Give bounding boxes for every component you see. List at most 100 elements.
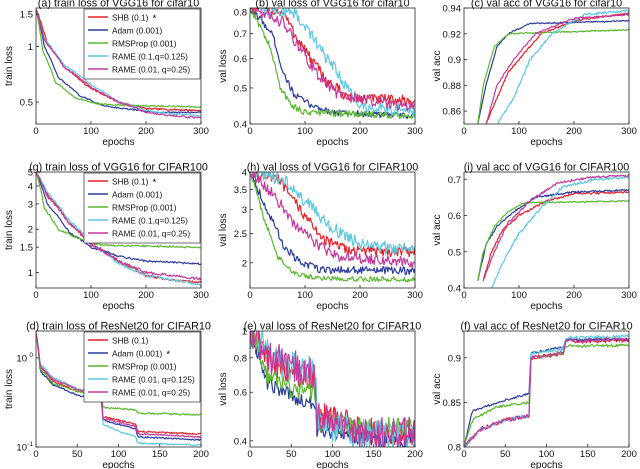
legend-box bbox=[83, 172, 201, 244]
x-tick-label: 0 bbox=[33, 449, 38, 460]
y-tick-label: 5 bbox=[28, 168, 33, 179]
y-tick-label: 0.94 bbox=[443, 4, 462, 15]
x-tick-label: 0 bbox=[461, 290, 466, 301]
x-tick-label: 300 bbox=[407, 290, 423, 301]
y-tick-label: 1 bbox=[28, 268, 33, 279]
y-tick-label: 0.8 bbox=[234, 7, 247, 18]
legend-entry-label: RAME (0.01, q=0.125) bbox=[112, 374, 195, 384]
series-group bbox=[464, 333, 629, 447]
x-tick-label: 0 bbox=[247, 126, 252, 137]
x-tick-label: 200 bbox=[407, 449, 423, 460]
y-tick-label: 0.88 bbox=[443, 81, 462, 92]
series-line-rame_b bbox=[250, 172, 415, 268]
x-tick-label: 0 bbox=[461, 126, 466, 137]
series-line-rmsprop bbox=[250, 331, 415, 436]
series-line-rame_b bbox=[482, 174, 629, 282]
y-tick-label: 0.4 bbox=[234, 120, 247, 131]
subplot-h: 0 100 200 300 2 2.5 3 3.5 4 (h) val loss of VGG16… bbox=[218, 162, 423, 313]
subplot-title: (h) val loss of VGG16 for CIFAR100 bbox=[247, 162, 419, 174]
y-tick-label: 0.85 bbox=[443, 398, 462, 409]
y-axis-label: val acc bbox=[432, 373, 443, 404]
y-tick-label: 1 bbox=[28, 42, 33, 53]
legend-star-marker: * bbox=[152, 178, 156, 189]
subplot-title: (g) train loss of VGG16 for CIFAR100 bbox=[29, 162, 208, 174]
series-line-rame_b bbox=[36, 9, 201, 119]
x-tick-label: 200 bbox=[352, 126, 368, 137]
subplot-g: 0 100 200 300 1 1.5 2 3 4 5(g) train loss of VGG1… bbox=[4, 162, 209, 313]
x-tick-label: 100 bbox=[539, 449, 555, 460]
series-group bbox=[36, 9, 201, 119]
y-tick-label: 1.5 bbox=[20, 10, 33, 21]
legend-entry-label: SHB (0.1) bbox=[112, 12, 149, 22]
legend-entry-label: RAME (0.1,q=0.125) bbox=[112, 215, 188, 225]
y-axis-label: val loss bbox=[218, 372, 229, 405]
x-tick-label: 200 bbox=[193, 449, 209, 460]
series-line-adam bbox=[36, 332, 201, 442]
series-line-adam bbox=[250, 172, 415, 276]
series-line-rame_b bbox=[250, 331, 415, 447]
series-line-rmsprop bbox=[477, 200, 629, 281]
series-line-shb bbox=[482, 190, 629, 282]
series-line-rame_b bbox=[36, 332, 201, 439]
legend-entry-label: RAME (0.01, q=0.25) bbox=[112, 64, 190, 74]
x-axis-label: epochs bbox=[530, 301, 562, 312]
legend-entry-label: SHB (0.1) bbox=[112, 335, 149, 345]
series-line-rame_a bbox=[464, 333, 629, 447]
series-line-rame_a bbox=[250, 8, 415, 118]
y-tick-exponent: -1 bbox=[27, 441, 33, 448]
y-axis-label: val loss bbox=[218, 213, 229, 246]
x-tick-label: 300 bbox=[621, 290, 637, 301]
series-line-rame_b bbox=[250, 8, 415, 112]
x-axis-label: epochs bbox=[530, 460, 562, 469]
series-line-shb bbox=[36, 332, 201, 436]
x-tick-label: 100 bbox=[325, 449, 341, 460]
y-tick-label: 3.5 bbox=[234, 185, 247, 196]
subplot-title: (i) val acc of VGG16 for CIFAR100 bbox=[464, 162, 630, 174]
y-axis-label: train loss bbox=[4, 369, 15, 409]
y-tick-label: 0.92 bbox=[443, 29, 462, 40]
y-tick-label: 0.9 bbox=[448, 353, 461, 364]
legend: SHB (0.1) Adam (0.001) *RMSProp (0.001) RAM… bbox=[83, 331, 201, 403]
x-tick-label: 300 bbox=[621, 126, 637, 137]
x-tick-label: 100 bbox=[297, 126, 313, 137]
x-tick-label: 150 bbox=[366, 449, 382, 460]
subplot-title: (b) val loss of VGG16 for cifar10 bbox=[255, 0, 409, 10]
axes-box bbox=[463, 171, 630, 289]
legend-entry-label: RMSProp (0.001) bbox=[112, 361, 177, 371]
y-tick-label: 3 bbox=[242, 205, 247, 216]
legend-entry-label: Adam (0.001) bbox=[112, 348, 163, 358]
y-tick-label: 0.5 bbox=[234, 83, 247, 94]
y-tick-label: 10 bbox=[16, 353, 27, 364]
x-tick-label: 150 bbox=[580, 449, 596, 460]
series-line-adam bbox=[464, 337, 629, 447]
subplot-title: (e) val loss of ResNet20 for CIFAR10 bbox=[244, 321, 422, 333]
series-line-rame_a bbox=[490, 175, 629, 288]
series-line-rmsprop bbox=[477, 28, 629, 124]
x-tick-label: 100 bbox=[511, 126, 527, 137]
y-axis-label: val loss bbox=[218, 49, 229, 82]
y-axis-label: val acc bbox=[432, 214, 443, 245]
y-tick-label: 1.5 bbox=[20, 243, 33, 254]
legend-star-marker: * bbox=[152, 14, 156, 25]
series-line-rame_b bbox=[36, 172, 201, 281]
y-tick-label: 0.86 bbox=[443, 107, 462, 118]
axes-box bbox=[463, 7, 630, 125]
x-tick-label: 100 bbox=[83, 290, 99, 301]
axes-box bbox=[249, 7, 416, 125]
subplot-a: 0 100 200 300 0.5 1 1.5 (a) train loss of VGG16… bbox=[4, 0, 209, 148]
x-tick-label: 50 bbox=[72, 449, 83, 460]
legend-entry-label: RAME (0.01, q=0.25) bbox=[112, 387, 190, 397]
legend-box bbox=[83, 8, 201, 80]
y-tick-label: 0.8 bbox=[448, 443, 461, 454]
axes-box bbox=[463, 330, 630, 448]
x-axis-label: epochs bbox=[316, 460, 348, 469]
x-tick-label: 300 bbox=[193, 126, 209, 137]
x-tick-label: 100 bbox=[297, 290, 313, 301]
y-tick-label: 10 bbox=[16, 443, 27, 454]
series-line-rame_a bbox=[496, 9, 629, 124]
series-line-rmsprop bbox=[36, 9, 201, 108]
legend-entry-label: Adam (0.001) bbox=[112, 25, 163, 35]
x-tick-label: 0 bbox=[247, 290, 252, 301]
x-tick-label: 100 bbox=[83, 126, 99, 137]
